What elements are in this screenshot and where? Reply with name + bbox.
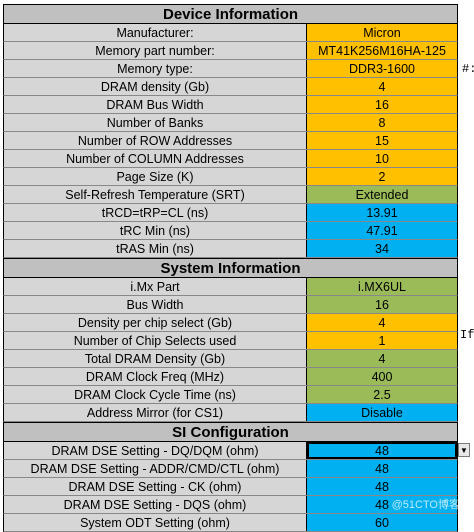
row-value[interactable]: 34 — [307, 240, 457, 257]
table-row: i.Mx Part i.MX6UL — [3, 278, 458, 296]
row-value[interactable]: 16 — [307, 96, 457, 113]
row-value[interactable]: 2 — [307, 168, 457, 185]
table-row: DRAM density (Gb) 4 — [3, 78, 458, 96]
row-value[interactable]: 4 — [307, 350, 457, 367]
row-value[interactable]: 4 — [307, 78, 457, 95]
row-label[interactable]: Number of Chip Selects used — [4, 332, 307, 349]
table-row: DRAM DSE Setting - CK (ohm) 48 — [3, 478, 458, 496]
row-value[interactable]: i.MX6UL — [307, 278, 457, 295]
table-row: DRAM Clock Freq (MHz) 400 — [3, 368, 458, 386]
table-row: Bus Width 16 — [3, 296, 458, 314]
row-label[interactable]: DRAM DSE Setting - DQS (ohm) — [4, 496, 307, 513]
row-label[interactable]: tRAS Min (ns) — [4, 240, 307, 257]
row-label[interactable]: Memory part number: — [4, 42, 307, 59]
row-label[interactable]: Memory type: — [4, 60, 307, 77]
si-rows: DRAM DSE Setting - DQ/DQM (ohm) 48 ▼ DRAM … — [3, 442, 470, 532]
row-value[interactable]: 16 — [307, 296, 457, 313]
row-value[interactable]: 400 — [307, 368, 457, 385]
row-label[interactable]: Address Mirror (for CS1) — [4, 404, 307, 421]
watermark: @51CTO博客 — [391, 499, 460, 511]
row-label[interactable]: DRAM Clock Freq (MHz) — [4, 368, 307, 385]
table-row: Memory type: DDR3-1600 — [3, 60, 458, 78]
row-value[interactable]: 48 — [307, 496, 457, 513]
table-row: Memory part number: MT41K256M16HA-125 — [3, 42, 458, 60]
table-row: DRAM DSE Setting - DQ/DQM (ohm) 48 ▼ — [3, 442, 470, 460]
row-value[interactable]: 60 — [307, 514, 457, 531]
row-label[interactable]: Density per chip select (Gb) — [4, 314, 307, 331]
row-label[interactable]: Number of Banks — [4, 114, 307, 131]
row-label[interactable]: DRAM Clock Cycle Time (ns) — [4, 386, 307, 403]
row-value[interactable]: 15 — [307, 132, 457, 149]
row-value[interactable]: Disable — [307, 404, 457, 421]
table-row: tRAS Min (ns) 34 — [3, 240, 458, 258]
table-row: Density per chip select (Gb) 4 — [3, 314, 458, 332]
row-label[interactable]: Page Size (K) — [4, 168, 307, 185]
row-label[interactable]: i.Mx Part — [4, 278, 307, 295]
table-row: Self-Refresh Temperature (SRT) Extended — [3, 186, 458, 204]
spreadsheet: Device Information Manufacturer: Micron M… — [3, 4, 470, 532]
table-row: DRAM Bus Width 16 — [3, 96, 458, 114]
row-label[interactable]: Number of COLUMN Addresses — [4, 150, 307, 167]
row-label[interactable]: Number of ROW Addresses — [4, 132, 307, 149]
table-row: DRAM DSE Setting - ADDR/CMD/CTL (ohm) 48 — [3, 460, 458, 478]
table-row: Page Size (K) 2 — [3, 168, 458, 186]
table-row: Address Mirror (for CS1) Disable — [3, 404, 458, 422]
row-value[interactable]: 10 — [307, 150, 457, 167]
row-value[interactable]: 47.91 — [307, 222, 457, 239]
table-row: System ODT Setting (ohm) 60 — [3, 514, 458, 532]
row-value[interactable]: 4 — [307, 314, 457, 331]
table-row: Number of COLUMN Addresses 10 — [3, 150, 458, 168]
row-value[interactable]: Micron — [307, 24, 457, 41]
row-label[interactable]: Bus Width — [4, 296, 307, 313]
table-row: Number of Banks 8 — [3, 114, 458, 132]
table-row: tRCD=tRP=CL (ns) 13.91 — [3, 204, 458, 222]
row-label[interactable]: Manufacturer: — [4, 24, 307, 41]
row-value-text: 48 — [375, 443, 389, 458]
row-value-selected[interactable]: 48 ▼ — [307, 442, 470, 459]
table-row: DRAM Clock Cycle Time (ns) 2.5 — [3, 386, 458, 404]
side-note-chip-select: If — [460, 328, 474, 342]
table-row: DRAM DSE Setting - DQS (ohm) 48 — [3, 496, 458, 514]
row-value[interactable]: 48 — [307, 460, 457, 477]
system-rows: i.Mx Part i.MX6UL Bus Width 16 Density per… — [3, 278, 458, 422]
row-value[interactable]: 1 — [307, 332, 457, 349]
row-label[interactable]: DRAM DSE Setting - CK (ohm) — [4, 478, 307, 495]
row-label[interactable]: DRAM Bus Width — [4, 96, 307, 113]
section-header-si: SI Configuration — [3, 422, 458, 442]
row-label[interactable]: DRAM DSE Setting - ADDR/CMD/CTL (ohm) — [4, 460, 307, 477]
row-label[interactable]: Total DRAM Density (Gb) — [4, 350, 307, 367]
row-label[interactable]: Self-Refresh Temperature (SRT) — [4, 186, 307, 203]
row-label[interactable]: DRAM density (Gb) — [4, 78, 307, 95]
chevron-down-icon[interactable]: ▼ — [458, 443, 470, 457]
row-label[interactable]: tRC Min (ns) — [4, 222, 307, 239]
row-value[interactable]: 8 — [307, 114, 457, 131]
table-row: Number of Chip Selects used 1 — [3, 332, 458, 350]
row-value[interactable]: 2.5 — [307, 386, 457, 403]
row-value[interactable]: DDR3-1600 — [307, 60, 457, 77]
row-label[interactable]: DRAM DSE Setting - DQ/DQM (ohm) — [4, 442, 307, 459]
row-value[interactable]: 13.91 — [307, 204, 457, 221]
row-label[interactable]: tRCD=tRP=CL (ns) — [4, 204, 307, 221]
section-header-device: Device Information — [3, 4, 458, 24]
table-row: Number of ROW Addresses 15 — [3, 132, 458, 150]
row-value[interactable]: 48 — [307, 478, 457, 495]
row-value[interactable]: MT41K256M16HA-125 — [307, 42, 457, 59]
table-row: Manufacturer: Micron — [3, 24, 458, 42]
row-value[interactable]: Extended — [307, 186, 457, 203]
side-note-memory-type: #: — [462, 62, 474, 76]
row-label[interactable]: System ODT Setting (ohm) — [4, 514, 307, 531]
table-row: tRC Min (ns) 47.91 — [3, 222, 458, 240]
section-header-system: System Information — [3, 258, 458, 278]
table-row: Total DRAM Density (Gb) 4 — [3, 350, 458, 368]
device-rows: Manufacturer: Micron Memory part number: M… — [3, 24, 458, 258]
